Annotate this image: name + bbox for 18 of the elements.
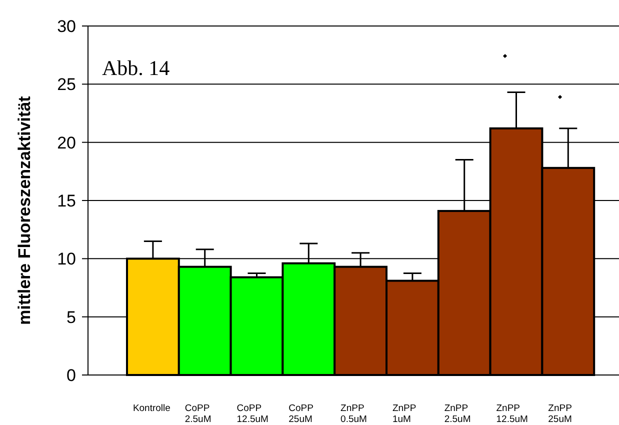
y-tick-label: 5 [66, 308, 76, 327]
y-tick-label: 15 [57, 191, 76, 210]
annotation: Abb. 14 [102, 56, 170, 80]
y-tick-label: 10 [57, 250, 76, 269]
x-tick-label: ZnPP 12.5uM [496, 403, 528, 425]
x-tick-label: CoPP 25uM [288, 403, 314, 425]
y-tick-label: 30 [57, 16, 76, 36]
x-tick-label: ZnPP 25uM [548, 403, 572, 425]
x-tick-label: CoPP 12.5uM [236, 403, 269, 425]
y-tick-label: 0 [66, 366, 76, 385]
x-tick-label: ZnPP 2.5uM [444, 403, 471, 425]
x-tick-label: ZnPP 0.5uM [340, 403, 368, 425]
x-tick-label: ZnPP 1uM [392, 403, 416, 425]
y-tick-label: 20 [57, 133, 76, 152]
x-tick-label: Kontrolle [132, 403, 170, 414]
y-tick-label: 25 [57, 75, 76, 94]
x-tick-label: CoPP 2.5uM [184, 403, 212, 425]
y-axis-title: mittlere Fluoreszenzaktivität [15, 96, 34, 325]
